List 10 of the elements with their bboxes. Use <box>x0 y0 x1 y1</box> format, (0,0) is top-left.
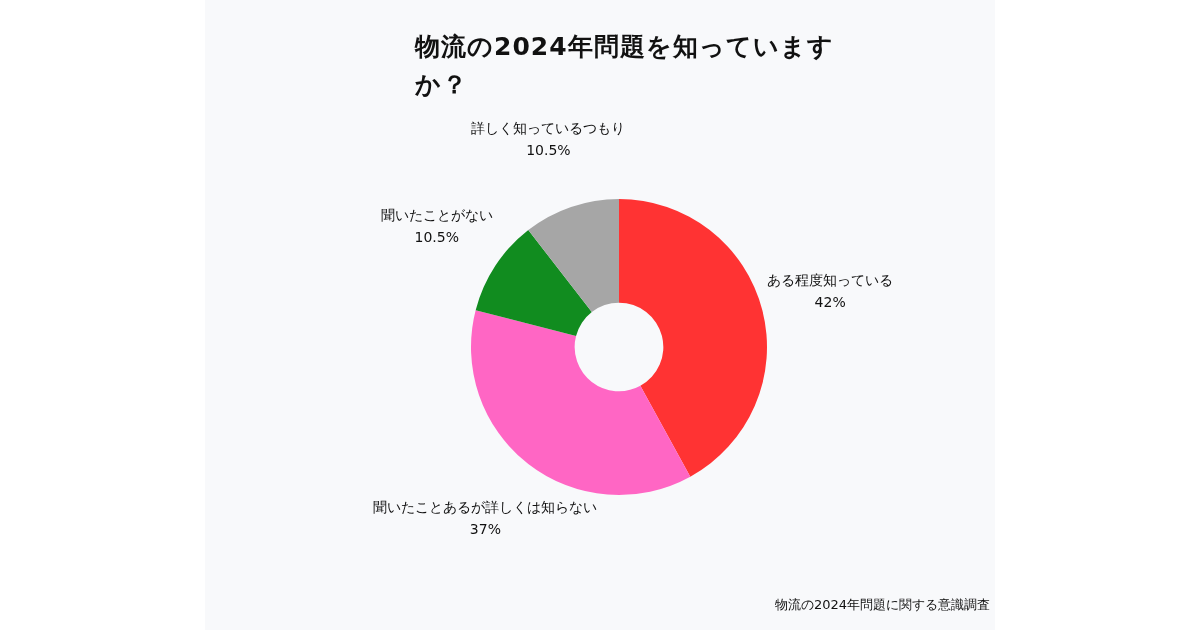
data-label: 10.5% <box>414 228 460 245</box>
slice-label: 聞いたことがない <box>380 206 493 223</box>
chart-title: 物流の2024年問題を知っていますか？ <box>415 31 835 101</box>
slice-label: 聞いたことあるが詳しくは知らない <box>373 498 598 515</box>
data-label: 10.5% <box>526 142 571 159</box>
data-label: 37% <box>469 520 501 537</box>
text: 物流の2024年問題に関する意識調査 <box>774 596 990 614</box>
slice-label: ある程度知っている <box>767 272 894 289</box>
slice-label: 詳しく知っているつもり <box>471 120 626 137</box>
data-label: 42% <box>814 294 846 311</box>
